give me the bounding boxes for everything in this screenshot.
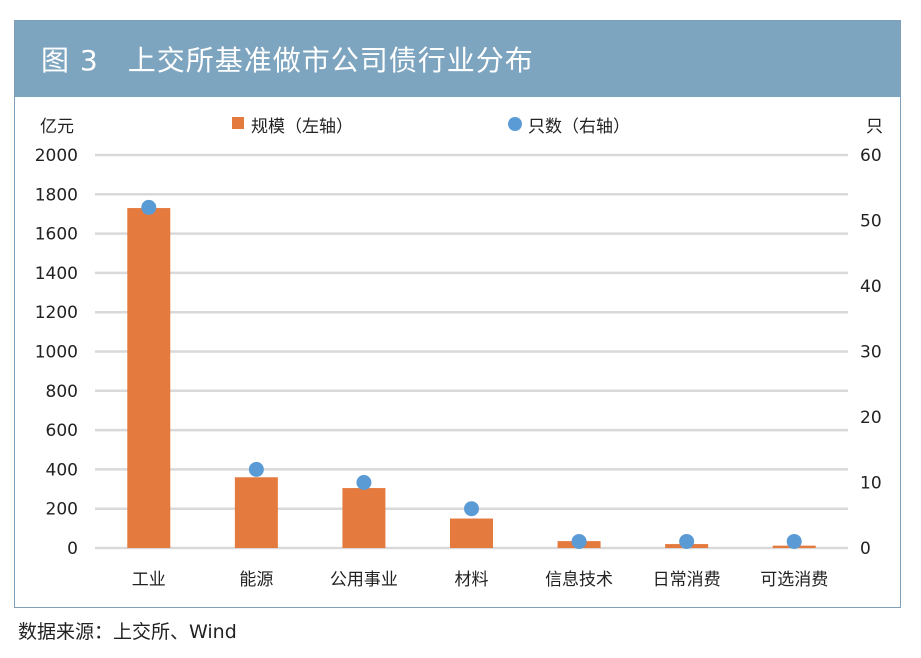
left-tick-label-10: 2000	[35, 146, 78, 166]
legend-bar-swatch	[232, 117, 244, 129]
bar-3	[450, 518, 493, 548]
right-axis-unit: 只	[866, 117, 883, 137]
left-tick-label-1: 200	[46, 500, 78, 520]
right-tick-label-1: 10	[860, 474, 882, 494]
left-tick-label-5: 1000	[35, 343, 78, 363]
right-tick-label-5: 50	[860, 212, 882, 232]
dot-series	[141, 199, 802, 549]
right-tick-label-3: 30	[860, 343, 882, 363]
bar-0	[127, 208, 171, 548]
right-tick-label-6: 60	[860, 146, 882, 166]
right-axis-ticks: 0 10 20 30 40 50 60	[860, 146, 882, 559]
category-label-1: 能源	[239, 570, 273, 590]
category-label-4: 信息技术	[545, 570, 613, 590]
left-tick-label-9: 1800	[35, 185, 78, 205]
category-label-0: 工业	[132, 570, 166, 590]
dot-6	[786, 533, 802, 549]
right-tick-label-2: 20	[860, 408, 882, 428]
gridlines	[95, 153, 848, 550]
legend-bar-label: 规模（左轴）	[251, 117, 353, 137]
legend-dot-label: 只数（右轴）	[528, 117, 630, 137]
category-label-3: 材料	[455, 570, 489, 590]
dot-4	[571, 533, 587, 549]
bar-2	[342, 488, 386, 548]
bar-1	[234, 477, 278, 548]
category-label-5: 日常消费	[653, 570, 721, 590]
left-axis-ticks: 0 200 400 600 800 1000 1200 1400 1600 1800 2000	[35, 146, 78, 559]
legend-dot-swatch	[508, 117, 522, 131]
left-tick-label-3: 600	[46, 421, 78, 441]
dot-3	[464, 501, 479, 517]
bar-series	[127, 208, 816, 548]
left-tick-label-0: 0	[67, 539, 78, 559]
right-tick-label-0: 0	[860, 539, 871, 559]
left-tick-label-7: 1400	[35, 264, 78, 284]
category-labels: 工业 能源 公用事业 材料 信息技术 日常消费 可选消费	[132, 570, 828, 590]
left-tick-label-2: 400	[46, 460, 78, 480]
source-note: 数据来源：上交所、Wind	[18, 621, 237, 643]
chart-title: 图 3 上交所基准做市公司债行业分布	[41, 44, 534, 77]
dot-2	[356, 475, 372, 490]
category-label-2: 公用事业	[330, 570, 398, 590]
left-tick-label-8: 1600	[35, 225, 78, 245]
title-bar: 图 3 上交所基准做市公司债行业分布	[15, 21, 900, 97]
left-tick-label-4: 800	[46, 382, 78, 402]
right-tick-label-4: 40	[860, 277, 882, 297]
legend: 规模（左轴） 只数（右轴）	[232, 117, 630, 137]
dot-1	[248, 461, 264, 477]
dot-5	[679, 533, 695, 549]
dot-0	[141, 199, 157, 215]
left-tick-label-6: 1200	[35, 303, 78, 323]
category-label-6: 可选消费	[760, 570, 828, 590]
left-axis-unit: 亿元	[40, 117, 74, 137]
